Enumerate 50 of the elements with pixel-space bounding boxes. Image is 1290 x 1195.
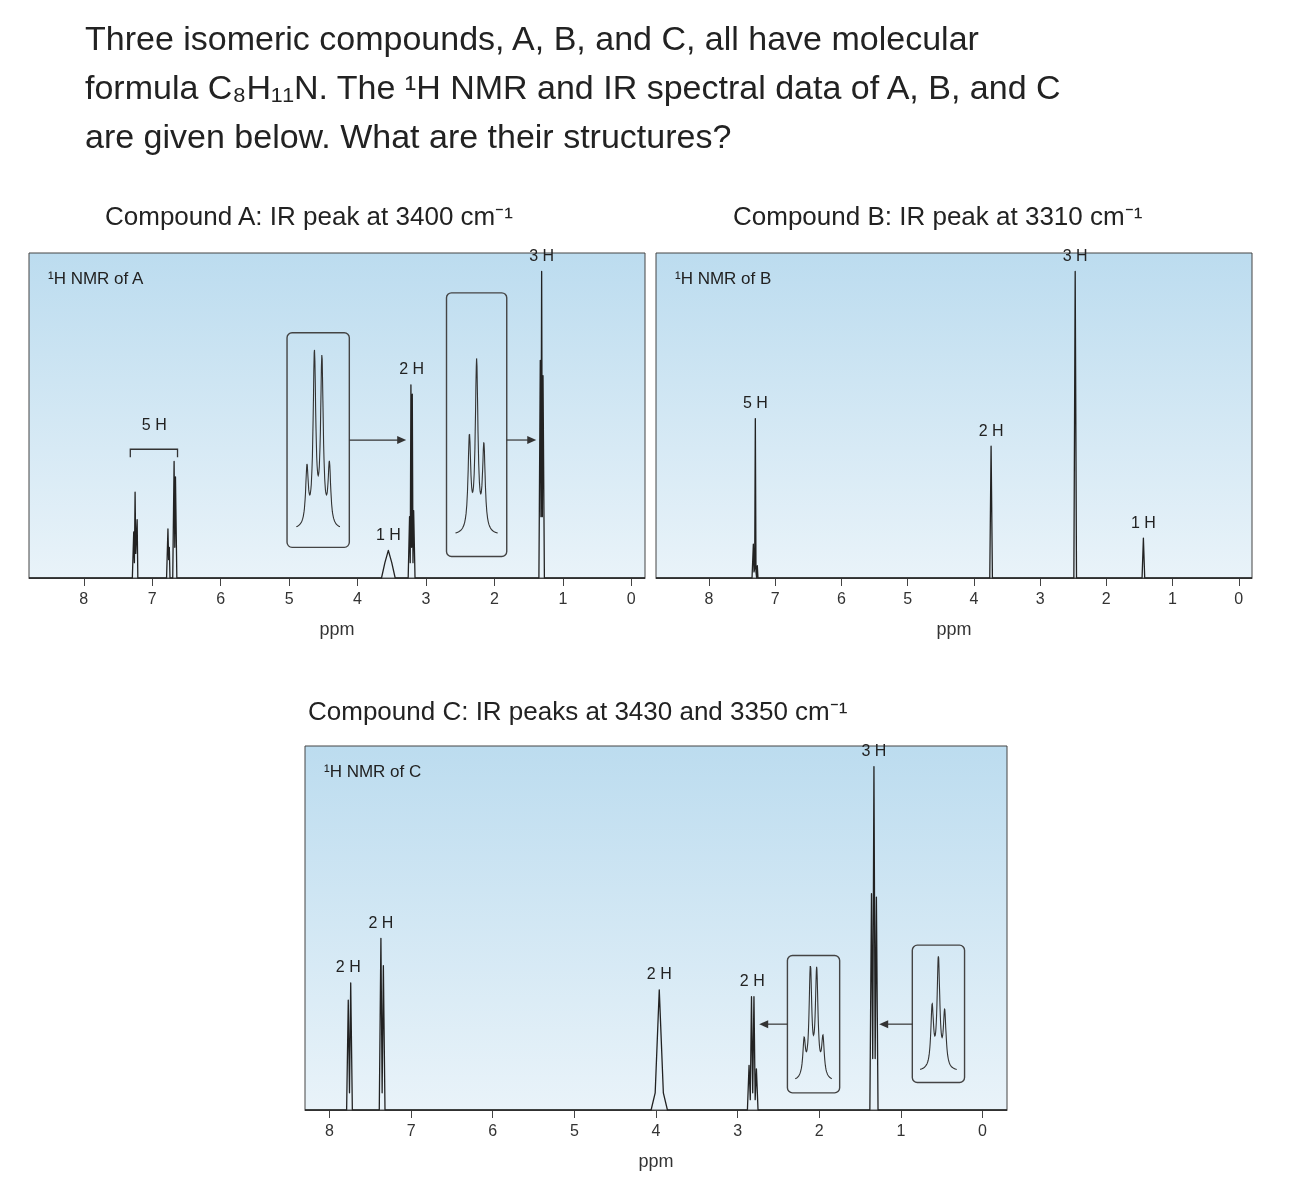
x-axis-title: ppm: [638, 1151, 674, 1171]
x-tick-label: 1: [896, 1121, 906, 1139]
annotation: 3 H: [1062, 246, 1088, 264]
chart-subtitle: ¹H NMR of B: [675, 269, 772, 288]
annotation: 2 H: [646, 965, 672, 983]
annotation: 2 H: [399, 360, 425, 378]
x-tick-label: 6: [488, 1121, 498, 1139]
x-tick-label: 3: [1035, 589, 1045, 607]
annotation: 2 H: [739, 972, 765, 990]
x-tick-label: 2: [814, 1121, 824, 1139]
annotation: 5 H: [742, 394, 768, 412]
x-tick-label: 4: [651, 1121, 661, 1139]
text: Three isomeric compounds, A, B, and C, all have molecular formula C₈H₁₁N. The ¹H NMR and IR spectral data of A, B, and C are given below. What are their structures?: [85, 18, 1062, 157]
x-tick-label: 4: [353, 589, 363, 607]
x-tick-label: 5: [903, 589, 913, 607]
annotation: 2 H: [978, 421, 1004, 439]
annotation: 1 H: [1130, 513, 1156, 531]
x-tick-label: 6: [836, 589, 846, 607]
annotation: 3 H: [529, 246, 555, 264]
x-axis-title: ppm: [936, 619, 972, 639]
chart-subtitle: ¹H NMR of A: [48, 269, 145, 288]
annotation: 1 H: [375, 525, 401, 543]
x-tick-label: 0: [1234, 589, 1244, 607]
x-tick-label: 2: [1101, 589, 1111, 607]
x-tick-label: 1: [558, 589, 568, 607]
annotation: 5 H: [141, 415, 167, 433]
x-tick-label: 1: [1168, 589, 1178, 607]
x-tick-label: 8: [79, 589, 89, 607]
x-tick-label: 0: [978, 1121, 988, 1139]
x-tick-label: 0: [626, 589, 636, 607]
x-tick-label: 8: [325, 1121, 335, 1139]
x-tick-label: 5: [569, 1121, 579, 1139]
chart-title: Compound B: IR peak at 3310 cm⁻¹: [733, 201, 1143, 231]
x-tick-label: 3: [421, 589, 431, 607]
x-tick-label: 5: [284, 589, 294, 607]
x-tick-label: 7: [770, 589, 780, 607]
x-tick-label: 8: [704, 589, 714, 607]
x-tick-label: 4: [969, 589, 979, 607]
annotation: 3 H: [861, 742, 887, 760]
annotation: 2 H: [335, 958, 361, 976]
x-tick-label: 3: [733, 1121, 743, 1139]
x-tick-label: 2: [489, 589, 499, 607]
chart-title: Compound C: IR peaks at 3430 and 3350 cm⁻¹: [308, 696, 848, 726]
annotation: 2 H: [368, 913, 394, 931]
chart-title: Compound A: IR peak at 3400 cm⁻¹: [105, 201, 514, 231]
x-axis-title: ppm: [319, 619, 355, 639]
chart-subtitle: ¹H NMR of C: [324, 762, 422, 781]
x-tick-label: 6: [216, 589, 226, 607]
x-tick-label: 7: [406, 1121, 416, 1139]
x-tick-label: 7: [147, 589, 157, 607]
